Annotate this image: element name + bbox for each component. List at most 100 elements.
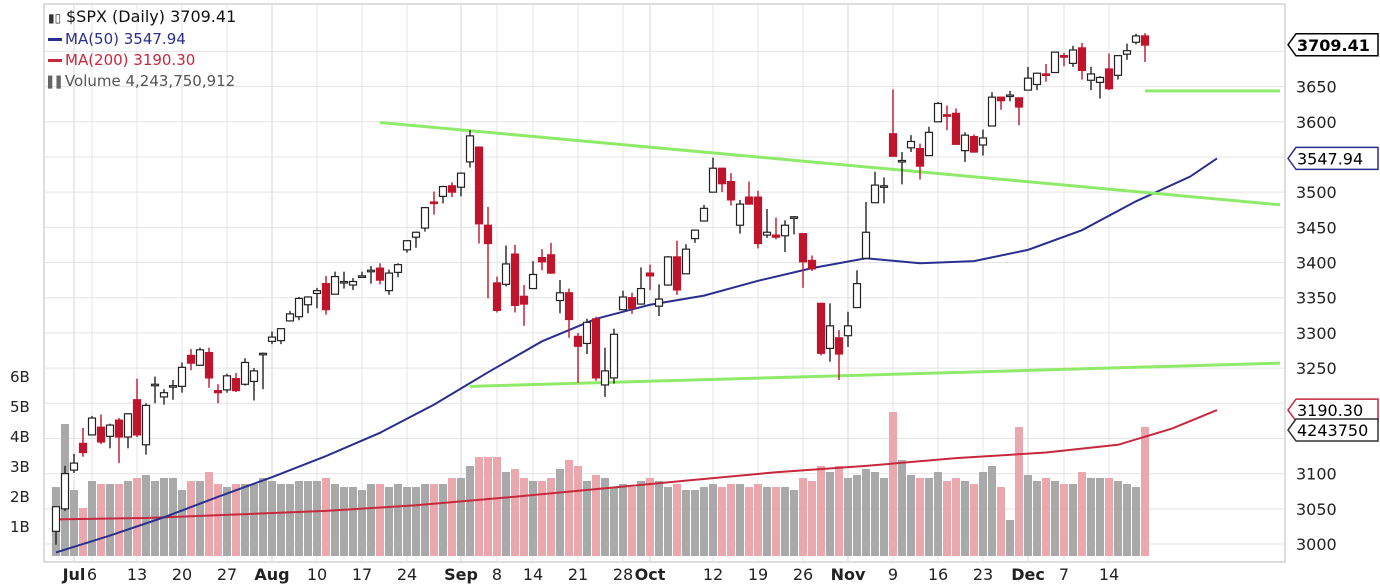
volume-bar	[718, 487, 726, 556]
candle-body	[681, 248, 691, 275]
trendline-upper	[379, 120, 1281, 207]
candle-body	[555, 292, 565, 302]
candle-body	[1032, 72, 1042, 86]
price-tick-label: 3250	[1296, 359, 1337, 378]
volume-bar	[799, 478, 807, 556]
candle-body	[456, 172, 466, 188]
candle-body	[168, 385, 178, 388]
volume-bar	[916, 478, 924, 556]
volume-tick-label: 1B	[10, 518, 30, 536]
date-tick-label: 24	[397, 565, 417, 584]
candle-body	[1005, 94, 1015, 98]
volume-bar	[727, 484, 735, 556]
volume-bar	[772, 487, 780, 556]
candle-body	[474, 146, 484, 225]
date-tick-label: 20	[172, 565, 192, 584]
candle-body	[339, 280, 349, 284]
candle-body	[645, 272, 655, 277]
candle-body	[690, 229, 700, 240]
candle-body	[69, 462, 79, 471]
date-tick-label: 13	[127, 565, 147, 584]
candle-body	[105, 424, 115, 437]
candle-body	[987, 96, 997, 127]
candle-body	[1068, 49, 1078, 64]
legend-ma50: MA(50) 3547.94	[48, 29, 236, 50]
volume-bar	[259, 478, 267, 556]
candle-body	[735, 203, 745, 226]
volume-bar	[106, 484, 114, 556]
volume-bar	[709, 484, 717, 556]
candle-body	[330, 275, 340, 295]
volume-bar	[862, 469, 870, 556]
ma200-path	[55, 409, 1218, 521]
ma50-path	[55, 157, 1218, 554]
candle-body	[303, 296, 313, 306]
legend-volume: ▌▌Volume 4,243,750,912	[48, 71, 236, 93]
volume-tick-label: 5B	[10, 398, 30, 416]
volume-bar	[1015, 427, 1023, 556]
volume-bar	[313, 481, 321, 556]
volume-bar	[790, 490, 798, 556]
volume-bar	[556, 469, 564, 556]
volume-tick-label: 2B	[10, 488, 30, 506]
candle-body	[249, 370, 259, 383]
candle-body	[447, 185, 457, 193]
volume-bar	[745, 487, 753, 556]
volume-bar	[979, 472, 987, 556]
volume-bar	[817, 466, 825, 556]
value-tag-box	[1287, 146, 1379, 171]
volume-bar	[394, 484, 402, 556]
date-tick-label: 10	[307, 565, 327, 584]
date-tick-label: 27	[217, 565, 237, 584]
volume-bar	[1060, 484, 1068, 556]
volume-bar	[1105, 478, 1113, 556]
volume-bar	[880, 478, 888, 556]
candle-body	[1077, 47, 1087, 72]
volume-bar	[367, 484, 375, 556]
candle-body	[663, 256, 673, 286]
date-axis: Jul 6 13 20 27 Aug 10 17 24 Sep 8 14 21 28 Oct 12 19 26 No…	[62, 565, 1120, 584]
candle-body	[744, 196, 754, 205]
date-tick-label: Oct	[635, 565, 666, 584]
candle-body	[159, 392, 169, 398]
candle-body	[879, 185, 889, 188]
volume-bar	[943, 481, 951, 556]
volume-bar	[1051, 481, 1059, 556]
candle-body	[267, 336, 277, 342]
volume-bar	[907, 475, 915, 556]
date-tick-label: Aug	[254, 565, 289, 584]
volume-bar	[205, 472, 213, 556]
candle-body	[132, 399, 142, 436]
candle-body	[123, 413, 133, 438]
candle-body	[582, 321, 592, 345]
volume-bar	[340, 487, 348, 556]
price-tick-label: 3300	[1296, 324, 1337, 343]
volume-bar	[1078, 472, 1086, 556]
price-tick-label: 3050	[1296, 500, 1337, 519]
volume-bar	[1141, 427, 1149, 556]
volume-bar	[1069, 484, 1077, 556]
volume-bar	[736, 484, 744, 556]
volume-bar	[277, 484, 285, 556]
price-tick-label: 3000	[1296, 535, 1337, 554]
volume-bar	[700, 487, 708, 556]
candle-body	[150, 383, 160, 387]
volume-bar	[925, 478, 933, 556]
candle-body	[654, 298, 664, 307]
date-tick-label: 14	[1099, 565, 1119, 584]
volume-bar	[331, 484, 339, 556]
candle-body	[87, 417, 97, 436]
candle-body	[1122, 50, 1132, 55]
candle-body	[861, 231, 871, 259]
value-tag-text: 3547.94	[1297, 149, 1363, 168]
date-tick-label: Dec	[1011, 565, 1045, 584]
date-tick-label: Nov	[831, 565, 866, 584]
candle-body	[834, 337, 844, 355]
volume-tick-label: 3B	[10, 458, 30, 476]
volume-bar	[961, 481, 969, 556]
volume-bar	[439, 484, 447, 556]
candle-body	[609, 333, 619, 379]
candle-body	[519, 295, 529, 305]
candle-body	[60, 473, 70, 510]
volume-bar	[529, 481, 537, 556]
